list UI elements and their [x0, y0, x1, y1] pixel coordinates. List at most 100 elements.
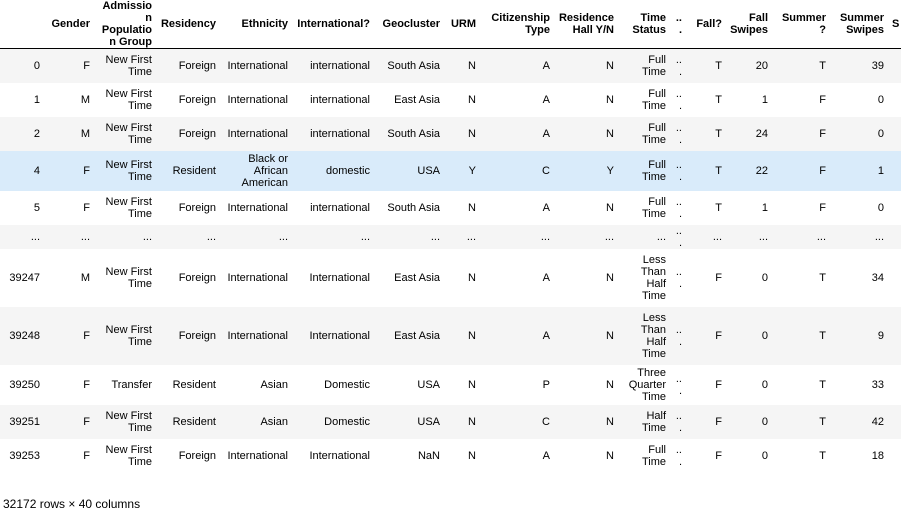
column-header-ellipsis: ...: [670, 0, 686, 49]
cell-international: international: [292, 82, 374, 117]
row-index: ...: [0, 224, 44, 249]
cell-urm: N: [444, 438, 480, 473]
cell-time-status: Half Time: [618, 404, 670, 439]
cell-summer-swipes: ...: [830, 224, 888, 249]
cell-urm: ...: [444, 224, 480, 249]
cell-cut: [888, 306, 901, 365]
cell-cut: [888, 364, 901, 405]
cell-gender: F: [44, 190, 94, 225]
cell-geocluster: USA: [374, 404, 444, 439]
cell-ethnicity: International: [220, 248, 292, 307]
table-row: 4 F New First Time Resident Black or African…: [0, 150, 901, 191]
column-header-fall-swipes: Fall Swipes: [726, 0, 772, 49]
row-index: 39250: [0, 364, 44, 405]
cell-residency: ...: [156, 224, 220, 249]
cell-geocluster: USA: [374, 150, 444, 191]
cell-summer-swipes: 0: [830, 190, 888, 225]
column-header-ethnicity: Ethnicity: [220, 0, 292, 49]
cell-ellipsis: ...: [670, 48, 686, 83]
cell-gender: M: [44, 116, 94, 151]
cell-citizenship: A: [480, 306, 554, 365]
cell-urm: N: [444, 306, 480, 365]
cell-citizenship: P: [480, 364, 554, 405]
cell-fall: T: [686, 82, 726, 117]
cell-ethnicity: Asian: [220, 364, 292, 405]
row-index: 1: [0, 82, 44, 117]
cell-geocluster: East Asia: [374, 82, 444, 117]
cell-ethnicity: ...: [220, 224, 292, 249]
cell-fall: F: [686, 248, 726, 307]
cell-summer-swipes: 1: [830, 150, 888, 191]
cell-admission: New First Time: [94, 248, 156, 307]
cell-admission: New First Time: [94, 306, 156, 365]
cell-residence-hall: N: [554, 82, 618, 117]
cell-geocluster: South Asia: [374, 48, 444, 83]
cell-geocluster: South Asia: [374, 116, 444, 151]
cell-residency: Foreign: [156, 438, 220, 473]
column-header-admission: Admission Population Group: [94, 0, 156, 49]
cell-ellipsis: ...: [670, 364, 686, 405]
cell-fall: T: [686, 48, 726, 83]
cell-citizenship: A: [480, 82, 554, 117]
cell-urm: N: [444, 48, 480, 83]
cell-citizenship: ...: [480, 224, 554, 249]
cell-summer: F: [772, 116, 830, 151]
cell-residency: Resident: [156, 404, 220, 439]
cell-time-status: Full Time: [618, 150, 670, 191]
cell-gender: M: [44, 82, 94, 117]
cell-residence-hall: N: [554, 190, 618, 225]
dataframe-shape-footer: 32172 rows × 40 columns: [3, 497, 141, 511]
cell-fall-swipes: 0: [726, 364, 772, 405]
cell-citizenship: C: [480, 404, 554, 439]
cell-residency: Foreign: [156, 82, 220, 117]
column-header-fall: Fall?: [686, 0, 726, 49]
cell-geocluster: East Asia: [374, 306, 444, 365]
cell-cut: [888, 48, 901, 83]
cell-residence-hall: N: [554, 248, 618, 307]
cell-residency: Foreign: [156, 116, 220, 151]
table-row: 39248 F New First Time Foreign International…: [0, 306, 901, 365]
cell-time-status: Full Time: [618, 116, 670, 151]
cell-urm: N: [444, 82, 480, 117]
column-header-residency: Residency: [156, 0, 220, 49]
cell-international: international: [292, 48, 374, 83]
cell-fall-swipes: ...: [726, 224, 772, 249]
cell-fall-swipes: 24: [726, 116, 772, 151]
cell-urm: N: [444, 248, 480, 307]
column-header-residence-hall: Residence Hall Y/N: [554, 0, 618, 49]
cell-time-status: Less Than Half Time: [618, 306, 670, 365]
row-index: 5: [0, 190, 44, 225]
cell-summer: T: [772, 438, 830, 473]
cell-ethnicity: International: [220, 190, 292, 225]
cell-residence-hall: Y: [554, 150, 618, 191]
cell-residence-hall: N: [554, 404, 618, 439]
cell-summer-swipes: 33: [830, 364, 888, 405]
cell-fall: ...: [686, 224, 726, 249]
cell-ellipsis: ...: [670, 404, 686, 439]
cell-summer-swipes: 39: [830, 48, 888, 83]
cell-gender: F: [44, 404, 94, 439]
cell-cut: [888, 438, 901, 473]
cell-summer: ...: [772, 224, 830, 249]
cell-time-status: Full Time: [618, 82, 670, 117]
cell-admission: New First Time: [94, 438, 156, 473]
cell-residency: Resident: [156, 150, 220, 191]
table-row: 2 M New First Time Foreign International inte…: [0, 116, 901, 151]
cell-fall: F: [686, 364, 726, 405]
cell-fall-swipes: 22: [726, 150, 772, 191]
cell-urm: N: [444, 116, 480, 151]
cell-cut: [888, 248, 901, 307]
cell-summer-swipes: 34: [830, 248, 888, 307]
cell-summer-swipes: 9: [830, 306, 888, 365]
cell-summer: F: [772, 150, 830, 191]
table-row: 39251 F New First Time Resident Asian Domesti…: [0, 404, 901, 439]
cell-admission: New First Time: [94, 190, 156, 225]
cell-citizenship: A: [480, 116, 554, 151]
cell-international: international: [292, 190, 374, 225]
cell-summer-swipes: 42: [830, 404, 888, 439]
cell-ellipsis: ...: [670, 306, 686, 365]
cell-ellipsis: ...: [670, 190, 686, 225]
table-row: 39250 F Transfer Resident Asian Domestic USA N P…: [0, 364, 901, 405]
cell-admission: Transfer: [94, 364, 156, 405]
column-header-geocluster: Geocluster: [374, 0, 444, 49]
